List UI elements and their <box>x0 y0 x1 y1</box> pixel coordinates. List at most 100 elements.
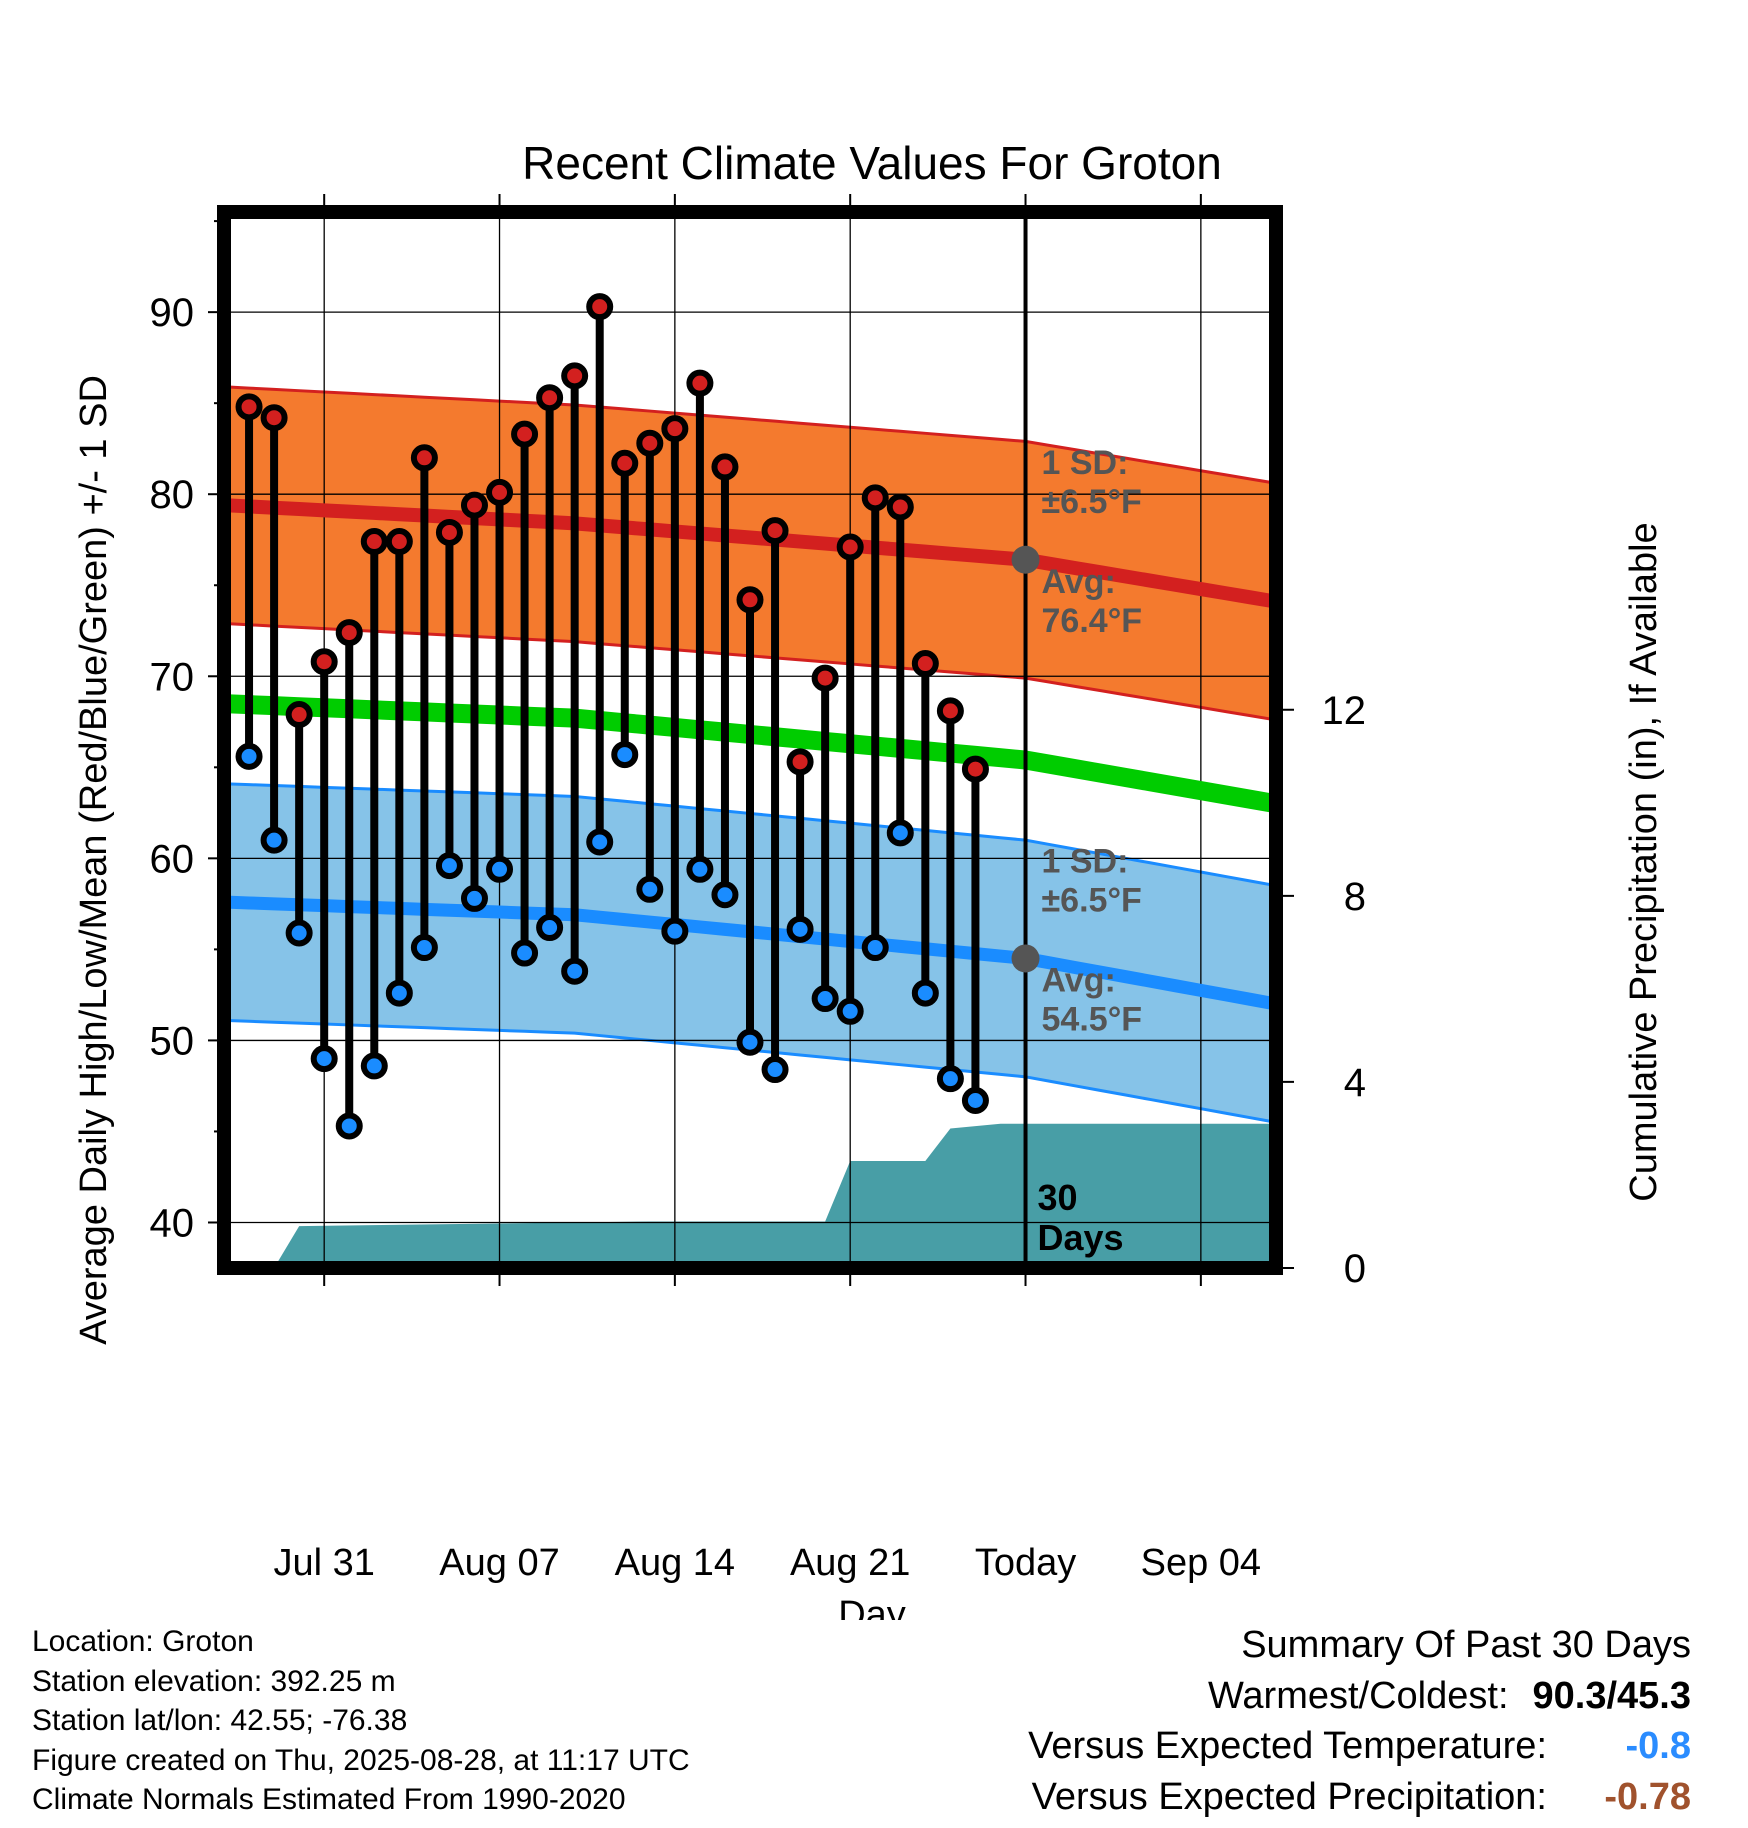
summary-title: Summary Of Past 30 Days <box>1241 1624 1691 1666</box>
period-label: 30 <box>1038 1177 1078 1218</box>
daily-low-point <box>911 979 939 1007</box>
daily-range-stems <box>245 306 980 1126</box>
x-tick-label: Aug 21 <box>790 1542 910 1584</box>
daily-low-point <box>486 855 514 883</box>
period-unit-label: Days <box>1038 1217 1124 1258</box>
y-right-tick-label: 8 <box>1344 875 1366 919</box>
y-left-tick-label: 50 <box>150 1019 195 1063</box>
daily-high-point <box>335 619 363 647</box>
daily-low-point <box>460 884 488 912</box>
daily-high-point <box>360 528 388 556</box>
daily-low-point <box>260 826 288 854</box>
y-right-tick-label: 0 <box>1344 1247 1366 1291</box>
latlon-text: Station lat/lon: 42.55; -76.38 <box>32 1704 408 1738</box>
summary-panel: Summary Of Past 30 Days Warmest/Coldest:… <box>1028 1620 1691 1822</box>
y-left-tick-label: 60 <box>150 837 195 881</box>
daily-high-point <box>385 528 413 556</box>
daily-low-point <box>886 819 914 847</box>
summary-temp-row: Versus Expected Temperature: -0.8 <box>1028 1721 1691 1772</box>
summary-warmest-row: Warmest/Coldest: 90.3/45.3 <box>1028 1671 1691 1722</box>
y-left-tick-label: 80 <box>150 473 195 517</box>
high-avg-marker <box>1011 545 1040 574</box>
daily-high-point <box>886 493 914 521</box>
daily-high-point <box>686 369 714 397</box>
location-text: Location: Groton <box>32 1625 254 1658</box>
low-avg-value: 54.5°F <box>1042 1000 1143 1038</box>
created-text: Figure created on Thu, 2025-08-28, at 11… <box>32 1743 690 1777</box>
daily-high-point <box>661 415 689 443</box>
daily-high-point <box>861 484 889 512</box>
daily-low-point <box>611 741 639 769</box>
chart-title: Recent Climate Values For Groton <box>522 137 1222 189</box>
daily-high-point <box>936 697 964 725</box>
daily-low-point <box>811 985 839 1013</box>
daily-high-point <box>435 518 463 546</box>
daily-low-point <box>435 852 463 880</box>
daily-low-point <box>736 1028 764 1056</box>
normal-high-line <box>223 498 1278 609</box>
daily-points <box>235 293 989 1140</box>
daily-high-point <box>836 533 864 561</box>
summary-precip-row: Versus Expected Precipitation: -0.78 <box>1028 1772 1691 1823</box>
daily-high-point <box>711 453 739 481</box>
daily-low-point <box>711 881 739 909</box>
low-avg-label: Avg: <box>1042 961 1116 999</box>
x-tick-label: Sep 04 <box>1141 1542 1261 1584</box>
high-band-upper-edge <box>223 385 1277 485</box>
daily-high-point <box>761 517 789 545</box>
daily-low-point <box>310 1045 338 1073</box>
y-axis-label-right: Cumulative Precipitation (in), If Availa… <box>1623 522 1665 1201</box>
y-right-tick-label: 4 <box>1344 1061 1366 1105</box>
daily-low-point <box>511 939 539 967</box>
daily-high-point <box>786 748 814 776</box>
daily-low-point <box>961 1086 989 1114</box>
low-avg-marker <box>1011 944 1040 973</box>
low-sd-label: 1 SD: <box>1042 842 1129 880</box>
daily-low-point <box>410 934 438 962</box>
daily-high-point <box>235 393 263 421</box>
daily-high-point <box>586 293 614 321</box>
daily-low-point <box>836 997 864 1025</box>
daily-low-point <box>536 914 564 942</box>
daily-high-point <box>736 586 764 614</box>
daily-high-point <box>486 478 514 506</box>
daily-high-point <box>285 701 313 729</box>
daily-high-point <box>811 664 839 692</box>
daily-low-point <box>561 957 589 985</box>
y-right-tick-label: 12 <box>1322 689 1367 733</box>
y-axis-label-left: Average Daily High/Low/Mean (Red/Blue/Gr… <box>73 375 115 1345</box>
temp-label: Versus Expected Temperature: <box>1028 1725 1547 1768</box>
daily-high-point <box>511 420 539 448</box>
daily-low-point <box>360 1052 388 1080</box>
precip-value: -0.78 <box>1604 1775 1691 1818</box>
daily-low-point <box>686 855 714 883</box>
plot-frame <box>217 205 1283 1275</box>
high-avg-value: 76.4°F <box>1042 602 1143 640</box>
daily-high-point <box>961 755 989 783</box>
x-tick-label: Aug 14 <box>615 1542 735 1584</box>
precipitation-area <box>274 1123 1277 1268</box>
temp-value: -0.8 <box>1625 1725 1691 1768</box>
plot-border <box>217 205 1283 1275</box>
axes: 40 50 60 70 80 90 0 4 8 12 Jul 31 Aug 07 Aug 14 Aug 2… <box>150 194 1367 1584</box>
y-left-tick-label: 90 <box>150 291 195 335</box>
daily-low-point <box>661 917 689 945</box>
daily-low-point <box>285 919 313 947</box>
precip-label: Versus Expected Precipitation: <box>1031 1775 1547 1818</box>
high-sd-label: 1 SD: <box>1042 444 1129 482</box>
daily-low-point <box>936 1065 964 1093</box>
cumulative-precip-area <box>274 1123 1277 1268</box>
daily-low-point <box>235 742 263 770</box>
daily-high-point <box>536 384 564 412</box>
daily-low-point <box>335 1112 363 1140</box>
daily-high-point <box>260 404 288 432</box>
warmest-label: Warmest/Coldest: <box>1207 1674 1509 1717</box>
daily-low-point <box>636 875 664 903</box>
daily-high-point <box>636 429 664 457</box>
daily-high-point <box>561 362 589 390</box>
daily-low-point <box>786 915 814 943</box>
daily-low-point <box>586 828 614 856</box>
daily-low-point <box>385 979 413 1007</box>
